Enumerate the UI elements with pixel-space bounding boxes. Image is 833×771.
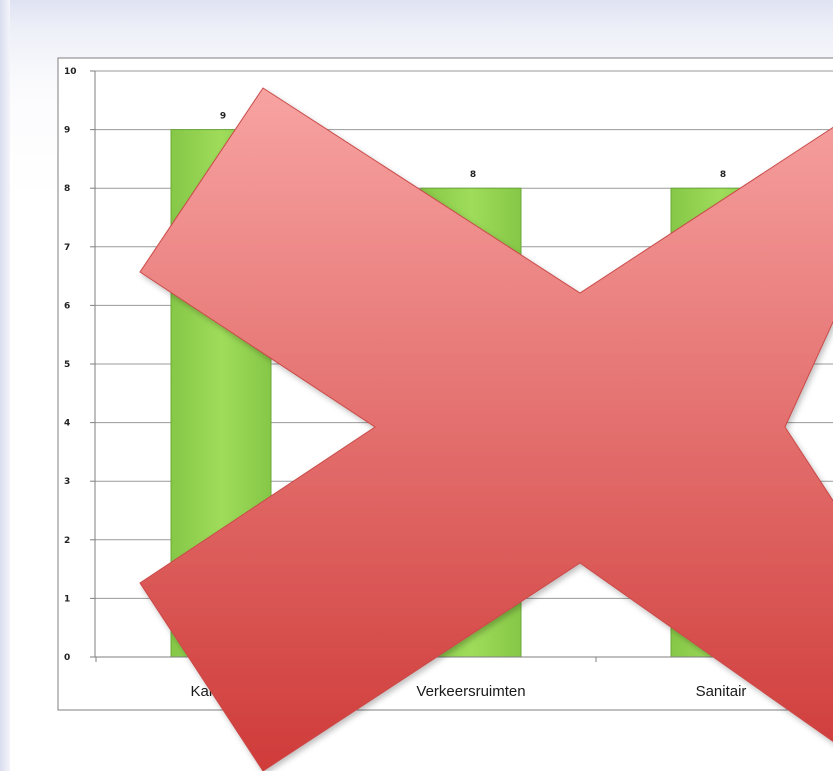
data-label: 9 — [220, 112, 226, 122]
y-tick-label: 5 — [64, 360, 70, 370]
y-tick-label: 2 — [64, 536, 70, 546]
y-tick-label: 7 — [64, 243, 70, 253]
slide-edge — [0, 0, 10, 771]
y-tick-label: 0 — [64, 653, 70, 663]
y-tick-label: 10 — [64, 67, 77, 77]
y-tick-label: 6 — [64, 301, 70, 311]
y-tick-label: 3 — [64, 477, 70, 487]
data-label: 8 — [720, 170, 726, 180]
y-tick-label: 4 — [64, 419, 70, 429]
data-label: 8 — [470, 170, 476, 180]
y-tick-label: 9 — [64, 126, 70, 136]
x-tick-label: Verkeersruimten — [416, 683, 525, 700]
y-tick-label: 8 — [64, 184, 70, 194]
cross-icon — [139, 87, 833, 771]
y-axis: 0 1 2 3 4 5 6 7 8 9 10 — [64, 67, 96, 663]
y-tick-label: 1 — [64, 594, 70, 604]
x-tick-label: Sanitair — [696, 683, 747, 700]
data-labels: 9 8 8 — [220, 112, 726, 181]
